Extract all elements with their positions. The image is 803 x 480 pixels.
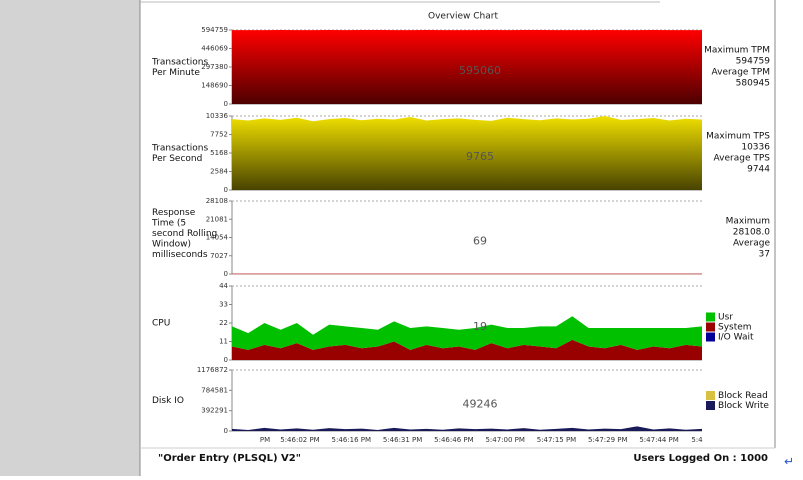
x-tick-label: 5:47:44 PM [639, 436, 678, 444]
legend-label: System [718, 323, 752, 333]
legend-label: Block Write [718, 401, 769, 411]
x-tick-label: PM [260, 436, 270, 444]
y-tick-label: 21081 [206, 215, 228, 223]
row-label: CPU [152, 319, 170, 329]
center-value: 19 [473, 320, 487, 333]
footer-right: Users Logged On : 1000 [633, 453, 768, 464]
row-label: Time (5 [151, 219, 186, 229]
x-tick-label: 5:46:46 PM [434, 436, 473, 444]
y-tick-label: 392291 [201, 407, 228, 415]
row-label: milliseconds [152, 250, 208, 260]
stat: 580945 [736, 79, 770, 89]
legend-label: I/O Wait [718, 333, 754, 343]
row-label: Transactions [151, 143, 208, 153]
side-panel [0, 0, 140, 476]
stat: Average [733, 239, 770, 249]
x-tick-label: 5:46:02 PM [280, 436, 319, 444]
y-tick-label: 784581 [201, 386, 228, 394]
stat: Maximum TPS [706, 132, 770, 142]
stat: Average TPS [714, 154, 771, 164]
row-label: Transactions [151, 57, 208, 67]
stat: 594759 [736, 57, 771, 67]
y-tick-label: 446069 [201, 45, 228, 53]
area [232, 316, 702, 350]
y-tick-label: 2584 [210, 168, 228, 176]
row-label: Per Second [152, 154, 202, 164]
x-tick-label: 5:46:16 PM [332, 436, 371, 444]
y-tick-label: 5168 [210, 149, 228, 157]
legend-swatch [706, 333, 715, 342]
legend-swatch [706, 391, 715, 400]
enter-icon: ↵ [784, 455, 794, 469]
chart-title: Overview Chart [428, 12, 498, 22]
x-tick-label: 5:47:15 PM [537, 436, 576, 444]
center-value: 9765 [466, 150, 494, 163]
center-value: 69 [473, 235, 487, 248]
center-value: 595060 [459, 64, 501, 77]
row-label: Per Minute [152, 68, 200, 78]
stat: 37 [759, 250, 770, 260]
x-tick-label: 5:47:29 PM [588, 436, 627, 444]
y-tick-label: 22 [219, 319, 228, 327]
x-tick-label: 5:47:00 PM [485, 436, 524, 444]
x-tick-label: 5:46:31 PM [383, 436, 422, 444]
row-label: Window) [152, 240, 191, 250]
stat: 10336 [741, 143, 770, 153]
legend-swatch [706, 313, 715, 322]
y-tick-label: 10336 [206, 112, 229, 120]
stat: Maximum TPM [704, 46, 770, 56]
stat: 9744 [747, 165, 770, 175]
y-tick-label: 0 [224, 186, 228, 194]
legend-label: Block Read [718, 391, 768, 401]
y-tick-label: 148690 [201, 81, 228, 89]
row-label: second Rolling [152, 229, 217, 239]
legend-label: Usr [718, 313, 733, 323]
stat: Average TPM [711, 68, 770, 78]
y-tick-label: 28108 [206, 197, 228, 205]
row-label: Disk IO [152, 396, 184, 406]
stat: 28108.0 [733, 228, 770, 238]
center-value: 49246 [463, 398, 498, 411]
area [232, 426, 702, 431]
legend-swatch [706, 323, 715, 332]
y-tick-label: 0 [224, 427, 228, 435]
y-tick-label: 11 [219, 338, 228, 346]
y-tick-label: 594759 [201, 26, 228, 34]
y-tick-label: 0 [224, 270, 228, 278]
row-label: Response [152, 208, 196, 218]
y-tick-label: 1176872 [197, 366, 228, 374]
footer-left: "Order Entry (PLSQL) V2" [158, 453, 301, 464]
y-tick-label: 0 [224, 356, 228, 364]
stat: Maximum [726, 217, 770, 227]
x-tick-label: 5:4 [691, 436, 703, 444]
y-tick-label: 0 [224, 100, 228, 108]
y-tick-label: 44 [219, 282, 228, 290]
y-tick-label: 7027 [210, 252, 228, 260]
y-tick-label: 7752 [210, 131, 228, 139]
legend-swatch [706, 401, 715, 410]
y-tick-label: 33 [219, 301, 228, 309]
